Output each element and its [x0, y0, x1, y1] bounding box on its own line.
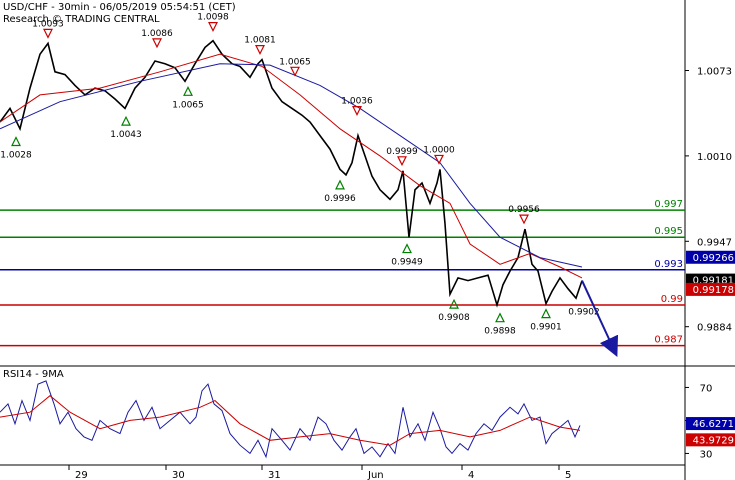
chart-source: Research © TRADING CENTRAL — [3, 14, 160, 25]
pivot-label: 0.9902 — [568, 307, 600, 317]
level-label: 0.997 — [654, 199, 683, 210]
pivot-high-marker — [255, 45, 265, 55]
pivot-label: 0.9908 — [438, 313, 470, 323]
rsi-series-line — [0, 380, 581, 459]
rsi-value-tag — [686, 433, 735, 447]
pivot-high-marker — [43, 28, 53, 39]
price-tag-value: 0.99266 — [693, 253, 734, 264]
pivot-label: 1.0065 — [279, 57, 311, 67]
pivot-label: 0.9996 — [324, 194, 356, 204]
pivot-low-marker — [335, 179, 345, 190]
pivot-label: 1.0065 — [172, 100, 204, 110]
pivot-low-marker — [183, 85, 193, 96]
pivot-high-marker — [208, 22, 218, 32]
pivot-low-marker — [541, 308, 551, 319]
pivot-high-marker — [352, 106, 362, 116]
price-tag — [686, 250, 735, 264]
pivot-low-marker — [449, 298, 459, 309]
rsi-value-tag — [686, 417, 735, 431]
pivot-label: 1.0098 — [197, 13, 229, 23]
pivot-low-marker — [495, 312, 505, 323]
x-tick-label: 5 — [565, 470, 571, 480]
rsi-y-tick-label: 70 — [700, 383, 713, 394]
price-tag — [686, 282, 735, 296]
forecast-arrow — [581, 280, 619, 357]
y-tick-label: 1.0073 — [697, 66, 732, 77]
level-label: 0.99 — [661, 294, 683, 305]
pivot-label: 1.0081 — [244, 36, 276, 46]
pivot-label: 0.9949 — [391, 258, 423, 268]
x-tick-label: 4 — [468, 470, 474, 480]
x-tick-label: Jun — [367, 470, 384, 480]
rsi-title: RSI14 - 9MA — [3, 369, 64, 380]
y-tick-label: 1.0010 — [697, 152, 732, 163]
chart-title: USD/CHF - 30min - 06/05/2019 05:54:51 (C… — [3, 2, 236, 13]
pivot-high-marker — [434, 154, 444, 165]
pivot-label: 1.0036 — [341, 97, 373, 107]
series-line — [0, 39, 583, 308]
pivot-label: 1.0000 — [423, 145, 455, 155]
pivot-low-marker — [121, 115, 131, 126]
level-label: 0.987 — [654, 335, 683, 346]
rsi-value: 43.9729 — [693, 435, 734, 446]
pivot-high-marker — [397, 156, 407, 167]
pivot-low-marker — [11, 136, 21, 147]
y-tick-label: 0.9884 — [697, 323, 732, 334]
pivot-label: 0.9901 — [530, 323, 562, 333]
pivot-high-marker — [290, 66, 300, 77]
pivot-label: 1.0093 — [32, 19, 64, 29]
x-tick-label: 31 — [268, 470, 281, 480]
price-tag-value: 0.99178 — [693, 285, 734, 296]
price-tag-value: 0.99181 — [693, 276, 734, 287]
pivot-high-marker — [152, 38, 162, 49]
x-tick-label: 29 — [75, 470, 88, 480]
pivot-label: 1.0086 — [141, 29, 173, 39]
level-label: 0.995 — [654, 226, 683, 237]
x-tick-label: 30 — [172, 470, 185, 480]
series-line — [0, 53, 583, 279]
rsi-value: 46.6271 — [693, 419, 734, 430]
pivot-label: 1.0028 — [0, 150, 32, 160]
pivot-label: 0.9898 — [484, 327, 516, 337]
y-tick-label: 0.9947 — [697, 237, 732, 248]
level-label: 0.993 — [654, 259, 683, 270]
rsi-y-tick-label: 30 — [700, 449, 713, 460]
pivot-high-marker — [519, 214, 529, 225]
pivot-label: 1.0043 — [110, 130, 142, 140]
pivot-label: 0.9956 — [508, 205, 540, 215]
rsi-series-line — [0, 395, 581, 446]
pivot-low-marker — [402, 243, 412, 254]
pivot-label: 0.9999 — [386, 147, 418, 157]
